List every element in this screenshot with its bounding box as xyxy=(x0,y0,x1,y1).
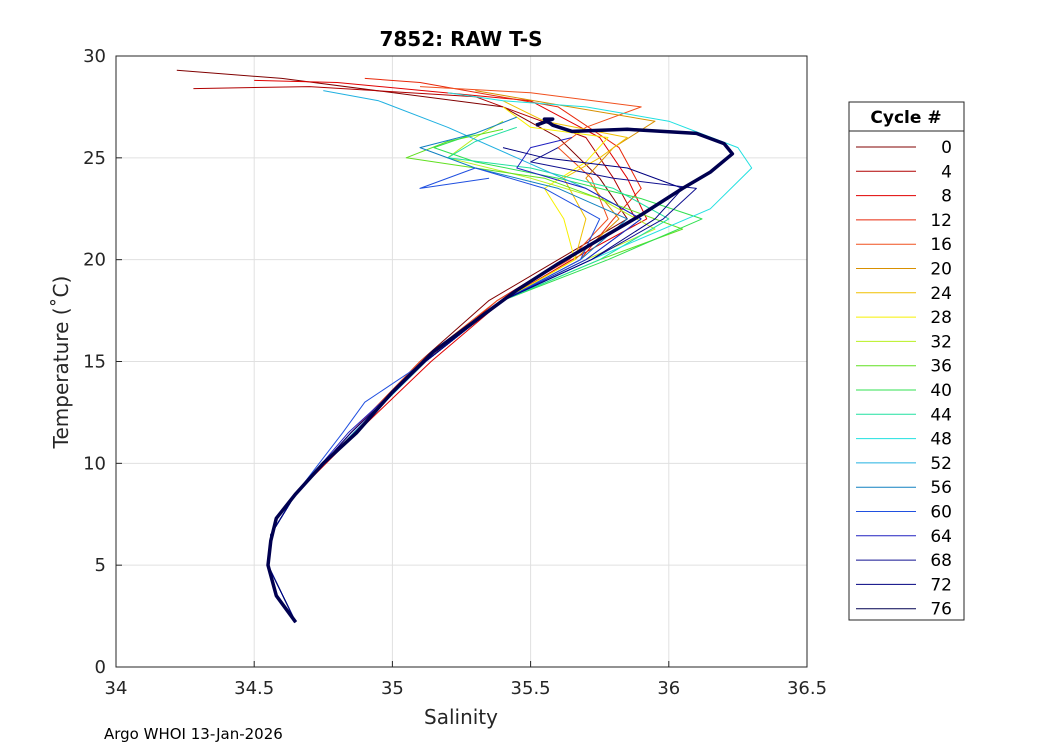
y-tick-label: 30 xyxy=(83,46,106,67)
legend-entry-label: 72 xyxy=(930,575,952,595)
legend-entry-label: 76 xyxy=(930,600,952,620)
grid xyxy=(115,55,808,668)
x-axis-label: Salinity xyxy=(424,705,498,729)
x-tick-label: 34.5 xyxy=(234,678,274,699)
legend-entry-label: 4 xyxy=(941,162,952,182)
legend-entry-label: 12 xyxy=(930,211,952,231)
series-line-cycle-76 xyxy=(266,117,735,624)
legend-title: Cycle # xyxy=(870,108,941,128)
y-tick-label: 15 xyxy=(83,352,106,373)
x-tick-label: 35 xyxy=(381,678,404,699)
footer-credit: Argo WHOI 13-Jan-2026 xyxy=(104,725,283,743)
chart-title: 7852: RAW T-S xyxy=(379,27,542,51)
legend-entry-label: 56 xyxy=(930,478,952,498)
legend-entry-label: 8 xyxy=(941,187,952,207)
legend-entry-label: 36 xyxy=(930,357,952,377)
y-tick-label: 20 xyxy=(83,250,106,271)
legend-entry-label: 52 xyxy=(930,454,952,474)
x-tick-label: 36 xyxy=(657,678,680,699)
legend-entry-label: 24 xyxy=(930,284,952,304)
legend-entry-label: 60 xyxy=(930,503,952,523)
x-ticks: 34 34.5 35 35.5 36 36.5 xyxy=(105,661,827,699)
legend-entry-label: 64 xyxy=(930,527,952,547)
x-tick-label: 36.5 xyxy=(787,678,827,699)
y-tick-label: 25 xyxy=(83,148,106,169)
legend-entry-label: 0 xyxy=(941,138,952,158)
x-tick-label: 34 xyxy=(105,678,128,699)
legend-entry-label: 20 xyxy=(930,260,952,280)
y-tick-label: 0 xyxy=(95,657,106,678)
y-ticks: 0 5 10 15 20 25 30 xyxy=(83,46,122,678)
y-tick-label: 5 xyxy=(95,555,106,576)
legend-entry-label: 48 xyxy=(930,430,952,450)
legend-entry-label: 16 xyxy=(930,235,952,255)
series-layer xyxy=(176,69,753,624)
y-tick-label: 10 xyxy=(83,453,106,474)
legend-entry-label: 44 xyxy=(930,405,952,425)
legend-entry-label: 32 xyxy=(930,332,952,352)
legend-entry-label: 40 xyxy=(930,381,952,401)
legend-entry-label: 68 xyxy=(930,551,952,571)
legend-box xyxy=(848,101,965,621)
legend: Cycle # 04812162024283236404448525660646… xyxy=(848,101,965,621)
x-tick-label: 35.5 xyxy=(511,678,551,699)
y-axis-label: Temperature (˚C) xyxy=(49,276,73,450)
legend-entry-label: 28 xyxy=(930,308,952,328)
